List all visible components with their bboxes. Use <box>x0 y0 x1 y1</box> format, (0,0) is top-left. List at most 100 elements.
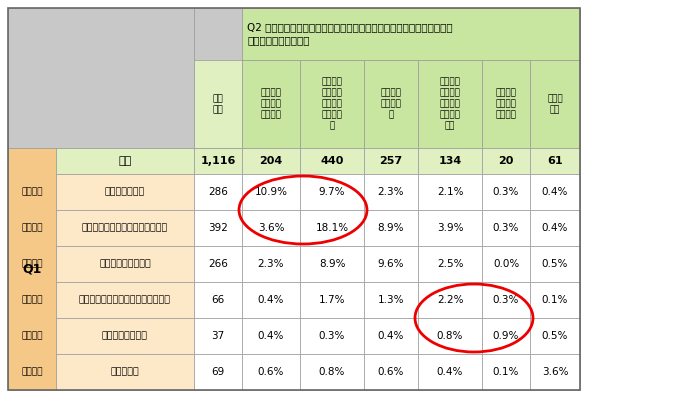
Text: どちらか
といえば
被害を受
けると思
う: どちらか といえば 被害を受 けると思 う <box>321 77 342 131</box>
Bar <box>482 318 530 354</box>
Bar <box>418 148 482 174</box>
Text: 0.4%: 0.4% <box>542 187 568 197</box>
Text: 392: 392 <box>208 223 228 233</box>
Bar <box>418 282 482 318</box>
Bar <box>530 174 580 210</box>
Text: 大地震が: 大地震が <box>21 296 43 304</box>
Bar <box>530 246 580 282</box>
Bar <box>242 282 300 318</box>
Text: 0.3%: 0.3% <box>493 223 519 233</box>
Text: Q2 大地震が発生した場合、あなたのご自宅は倒壊や損傷などで被害を
受けると思いますか。: Q2 大地震が発生した場合、あなたのご自宅は倒壊や損傷などで被害を 受けると思い… <box>247 22 453 46</box>
Text: 回答
総数: 回答 総数 <box>213 94 223 114</box>
Text: 0.5%: 0.5% <box>542 331 568 341</box>
Bar <box>300 174 364 210</box>
Text: 3.6%: 3.6% <box>258 223 284 233</box>
Bar <box>364 354 418 390</box>
Bar <box>530 354 580 390</box>
Text: 3.9%: 3.9% <box>437 223 463 233</box>
Text: 9.7%: 9.7% <box>318 187 345 197</box>
Text: 0.3%: 0.3% <box>493 187 519 197</box>
Bar <box>194 318 242 354</box>
Text: 0.4%: 0.4% <box>437 367 463 377</box>
Bar <box>194 148 242 174</box>
Bar <box>300 60 364 148</box>
Text: 発生すると思う: 発生すると思う <box>105 187 145 197</box>
Bar <box>364 318 418 354</box>
Text: 0.1%: 0.1% <box>542 295 568 305</box>
Text: 0.8%: 0.8% <box>318 367 345 377</box>
Text: 0.8%: 0.8% <box>437 331 463 341</box>
Text: どちらかといえば発生すると思う: どちらかといえば発生すると思う <box>82 223 168 233</box>
Bar <box>8 148 56 390</box>
Bar <box>482 148 530 174</box>
Bar <box>242 8 580 60</box>
Bar <box>194 210 242 246</box>
Text: 大きな被
害を受け
ると思う: 大きな被 害を受け ると思う <box>260 88 281 120</box>
Bar <box>8 8 194 148</box>
Text: 1.7%: 1.7% <box>318 295 345 305</box>
Text: 0.0%: 0.0% <box>493 259 519 269</box>
Bar <box>482 354 530 390</box>
Text: わから
ない: わから ない <box>547 94 563 114</box>
Bar <box>242 60 300 148</box>
Bar <box>364 282 418 318</box>
Bar <box>418 318 482 354</box>
Text: 0.4%: 0.4% <box>258 295 284 305</box>
Text: 1.3%: 1.3% <box>378 295 405 305</box>
Text: 0.3%: 0.3% <box>318 331 345 341</box>
Text: 0.3%: 0.3% <box>493 295 519 305</box>
Bar <box>530 318 580 354</box>
Bar <box>194 354 242 390</box>
Bar <box>530 282 580 318</box>
Text: どちらと
もいえな
い: どちらと もいえな い <box>381 88 402 120</box>
Text: 204: 204 <box>260 156 283 166</box>
Text: 0.9%: 0.9% <box>493 331 519 341</box>
Bar <box>242 246 300 282</box>
Bar <box>194 174 242 210</box>
Bar <box>418 354 482 390</box>
Bar <box>418 210 482 246</box>
Bar <box>242 354 300 390</box>
Text: あなたが: あなたが <box>21 187 43 197</box>
Text: 10.9%: 10.9% <box>255 187 288 197</box>
Text: 0.6%: 0.6% <box>258 367 284 377</box>
Text: 440: 440 <box>321 156 344 166</box>
Bar <box>482 246 530 282</box>
Text: 2.1%: 2.1% <box>437 187 463 197</box>
Bar <box>482 60 530 148</box>
Text: 0.4%: 0.4% <box>258 331 284 341</box>
Text: 257: 257 <box>379 156 402 166</box>
Text: 1,116: 1,116 <box>200 156 236 166</box>
Bar <box>242 148 300 174</box>
Bar <box>364 246 418 282</box>
Bar <box>482 174 530 210</box>
Bar <box>56 318 194 354</box>
Text: の地域で: の地域で <box>21 260 43 268</box>
Bar <box>242 318 300 354</box>
Bar <box>194 246 242 282</box>
Text: 3.6%: 3.6% <box>542 367 568 377</box>
Text: 2.5%: 2.5% <box>437 259 463 269</box>
Text: Q1: Q1 <box>22 262 42 276</box>
Bar <box>530 210 580 246</box>
Bar <box>300 148 364 174</box>
Bar <box>530 148 580 174</box>
Bar <box>418 174 482 210</box>
Text: 37: 37 <box>211 331 225 341</box>
Bar <box>56 174 194 210</box>
Text: 66: 66 <box>211 295 225 305</box>
Bar <box>530 60 580 148</box>
Text: 0.5%: 0.5% <box>542 259 568 269</box>
Text: 2.3%: 2.3% <box>378 187 405 197</box>
Text: どちらか
といえば
被害を受
けないと
思う: どちらか といえば 被害を受 けないと 思う <box>440 77 461 131</box>
Text: 266: 266 <box>208 259 228 269</box>
Bar <box>418 246 482 282</box>
Text: 2.3%: 2.3% <box>258 259 284 269</box>
Text: 134: 134 <box>438 156 461 166</box>
Bar <box>300 318 364 354</box>
Text: 20: 20 <box>498 156 514 166</box>
Bar <box>364 60 418 148</box>
Text: 9.6%: 9.6% <box>378 259 405 269</box>
Bar <box>300 246 364 282</box>
Text: お住まい: お住まい <box>21 223 43 233</box>
